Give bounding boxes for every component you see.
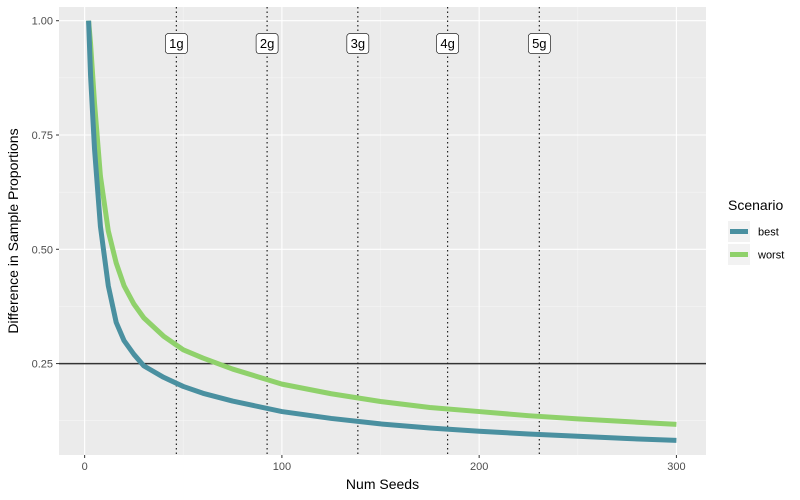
annotation-label-1g: 1g [169, 36, 183, 51]
y-axis: 0.25 0.50 0.75 1.00 [32, 16, 59, 371]
series-line-worst [86, 20, 677, 427]
y-tick-label: 0.75 [32, 130, 53, 142]
legend-label-worst: worst [757, 250, 784, 262]
x-tick-label: 100 [273, 461, 291, 473]
annotation-box-2g [255, 33, 279, 54]
x-axis: 0 100 200 300 [82, 455, 686, 473]
x-tick-label: 0 [82, 461, 88, 473]
annotation-label-5g: 5g [532, 36, 546, 51]
series-line-best [86, 20, 677, 443]
annotation-box-3g [346, 33, 370, 54]
legend-title: Scenario [728, 197, 783, 213]
annotation-label-4g: 4g [440, 36, 454, 51]
annotation-box-1g [165, 33, 188, 54]
vline-annotations: 1g 2g 3g 4g 5g [165, 33, 551, 54]
annotation-box-4g [436, 33, 459, 54]
series-lines [86, 20, 677, 443]
annotation-label-2g: 2g [260, 36, 274, 51]
annotation-box-5g [528, 33, 551, 54]
x-tick-label: 200 [470, 461, 488, 473]
grid-minor [59, 7, 706, 455]
x-axis-title: Num Seeds [346, 476, 419, 492]
y-tick-label: 0.50 [32, 244, 53, 256]
legend-label-best: best [758, 227, 779, 239]
legend: Scenario best worst [728, 197, 784, 265]
annotation-label-3g: 3g [351, 36, 365, 51]
legend-keys: best worst [728, 221, 784, 265]
y-axis-title: Difference in Sample Proportions [5, 128, 21, 333]
y-tick-label: 1.00 [32, 16, 53, 28]
x-tick-label: 300 [667, 461, 685, 473]
panel-background [59, 7, 706, 455]
y-tick-label: 0.25 [32, 359, 53, 371]
